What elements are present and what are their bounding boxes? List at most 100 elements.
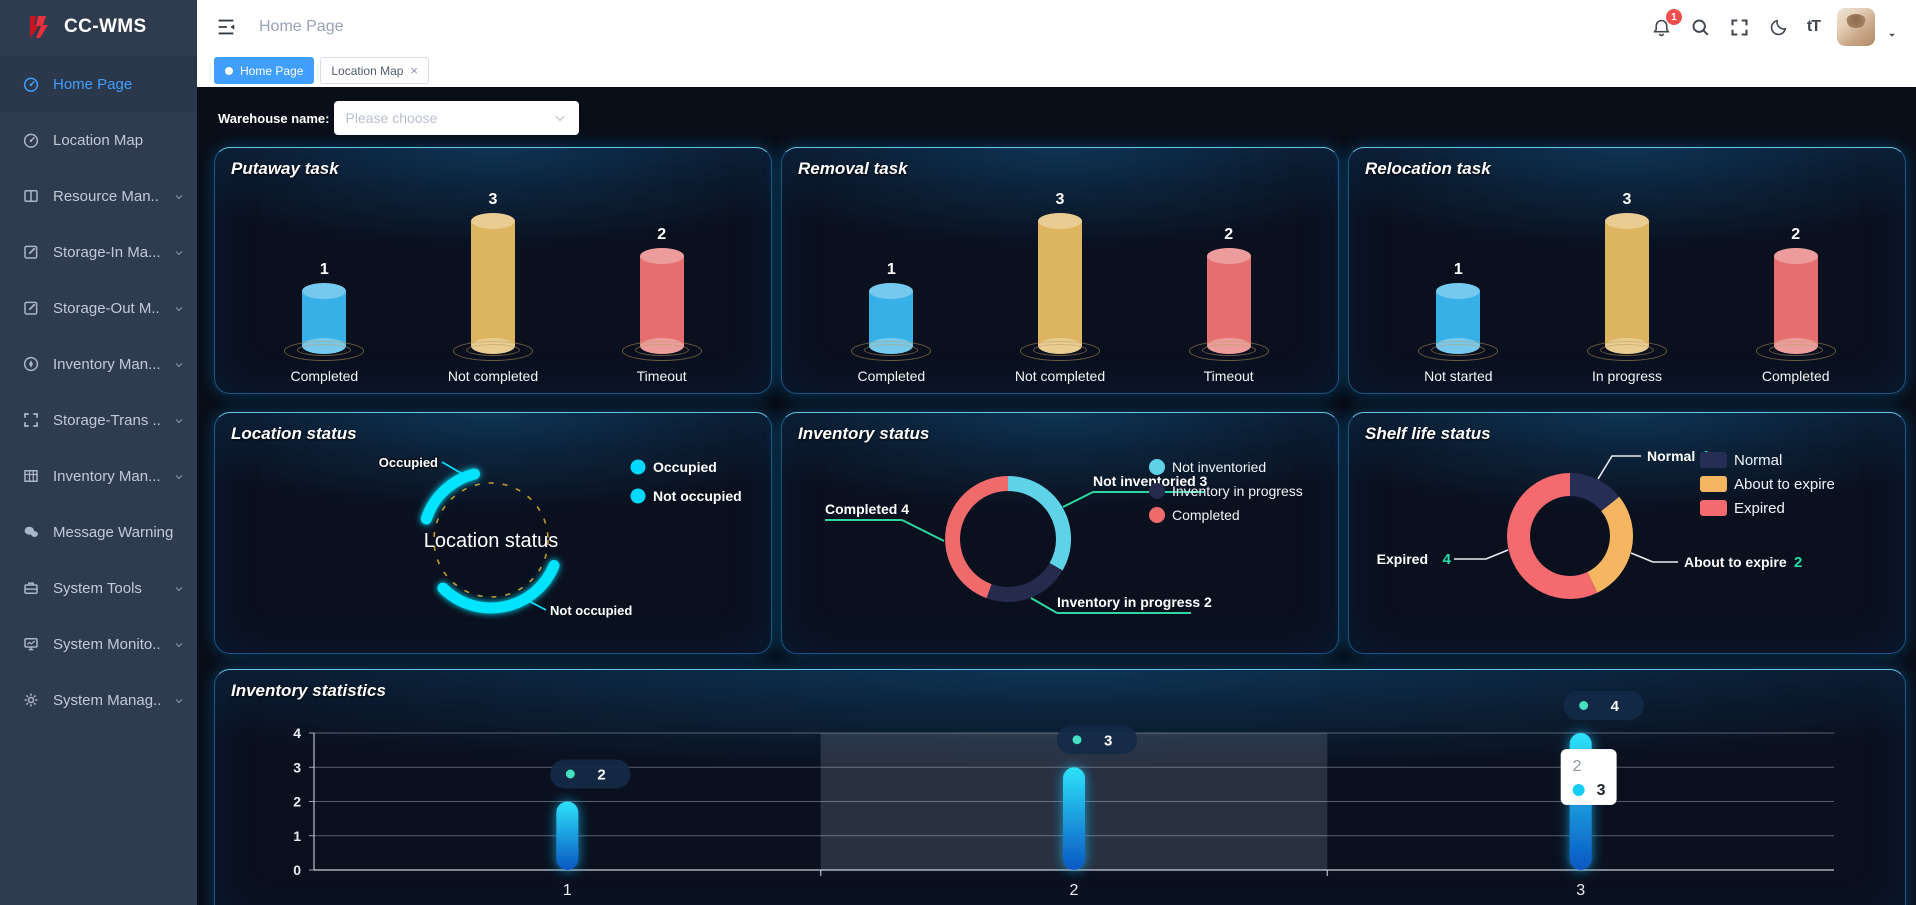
font-size-icon[interactable]: tT xyxy=(1806,18,1821,35)
reflection-ring xyxy=(1418,341,1499,361)
y-axis-tick-label: 4 xyxy=(293,725,301,741)
bar xyxy=(556,801,579,870)
chevron-icon xyxy=(175,251,183,256)
sidebar-item-label: Location Map xyxy=(53,131,144,149)
sidebar-item-resource-man[interactable]: Resource Man... xyxy=(0,168,197,224)
panel-inventory-status: Inventory status Not inventoried 3 Invento… xyxy=(781,412,1339,654)
tab-location-map[interactable]: Location Map × xyxy=(320,57,430,84)
breadcrumb: Home Page xyxy=(259,18,344,35)
sidebar-item-inventory-man[interactable]: Inventory Man... xyxy=(0,336,197,392)
sidebar-item-label: Storage-Trans ... xyxy=(53,411,160,429)
sidebar-item-storage-in-ma[interactable]: Storage-In Ma... xyxy=(0,224,197,280)
notifications-bell-icon[interactable]: 1 xyxy=(1651,9,1682,38)
sidebar-item-system-tools[interactable]: System Tools xyxy=(0,560,197,616)
panel-relocation-task: Relocation task 1 Not started 3 In progress 2… xyxy=(1348,147,1906,394)
chevron-down-icon xyxy=(173,582,185,594)
point-label-dot xyxy=(565,769,575,779)
fullscreen-icon[interactable] xyxy=(1729,16,1751,38)
donut-callout: About to expire xyxy=(1684,554,1787,570)
cylinder-bar-chart: 1 Completed 3 Not completed 2 Timeout xyxy=(240,187,746,384)
legend-label[interactable]: About to expire xyxy=(1734,476,1835,493)
sidebar-item-message-warning[interactable]: Message Warning xyxy=(0,504,197,560)
cylinder-bar xyxy=(1436,283,1481,354)
sidebar-item-system-manag[interactable]: System Manag... xyxy=(0,672,197,728)
dark-mode-moon-icon[interactable] xyxy=(1768,16,1790,38)
legend-label[interactable]: Not inventoried xyxy=(1172,459,1266,475)
legend-label[interactable]: Occupied xyxy=(653,459,717,475)
cylinder-column: 3 Not completed xyxy=(409,187,578,384)
point-label-dot xyxy=(1072,735,1082,745)
sidebar-item-inventory-man[interactable]: Inventory Man... xyxy=(0,448,197,504)
user-avatar[interactable] xyxy=(1837,8,1875,46)
legend-marker[interactable] xyxy=(1149,459,1165,475)
panel-title: Putaway task xyxy=(231,159,339,178)
menu-fold-icon[interactable] xyxy=(215,16,237,38)
sidebar-item-label: Storage-In Ma... xyxy=(53,243,160,261)
chevron-icon xyxy=(175,195,183,200)
legend-label[interactable]: Completed xyxy=(1172,507,1240,523)
gauge-icon xyxy=(23,77,39,92)
legend-marker[interactable] xyxy=(630,459,646,475)
legend-marker[interactable] xyxy=(1700,476,1727,492)
legend-label[interactable]: Inventory in progress xyxy=(1172,483,1303,499)
donut-callout: Inventory in progress 2 xyxy=(1057,594,1212,610)
search-icon[interactable] xyxy=(1690,16,1712,38)
legend-marker[interactable] xyxy=(1149,483,1165,499)
legend-label[interactable]: Expired xyxy=(1734,500,1785,517)
reflection-ring xyxy=(851,341,932,361)
legend-marker[interactable] xyxy=(630,488,646,504)
app-logo[interactable]: CC-WMS xyxy=(0,0,197,54)
reflection-ring xyxy=(864,344,919,356)
tab-close-icon[interactable]: × xyxy=(410,63,419,78)
cylinder-value: 2 xyxy=(1224,226,1234,243)
cylinder-column: 3 Not completed xyxy=(976,187,1145,384)
sidebar-item-storage-out-m[interactable]: Storage-Out M... xyxy=(0,280,197,336)
task-panels-row: Putaway task 1 Completed 3 Not completed 2 Tim… xyxy=(214,147,1906,394)
chevron-down-icon xyxy=(173,302,185,314)
cylinder-column: 2 Timeout xyxy=(577,187,746,384)
notification-badge: 1 xyxy=(1665,9,1682,25)
legend-marker[interactable] xyxy=(1149,507,1165,523)
legend-label[interactable]: Not occupied xyxy=(653,488,742,504)
reflection-ring xyxy=(1020,341,1100,361)
callout-occupied: Occupied xyxy=(379,455,438,470)
chevron-icon xyxy=(175,419,183,424)
cylinder-label: Not started xyxy=(1424,368,1493,384)
y-axis-tick-label: 2 xyxy=(293,794,301,810)
cylinder-column: 2 Completed xyxy=(1711,187,1880,384)
reflection-ring xyxy=(1033,344,1087,356)
chevron-icon xyxy=(175,643,183,648)
panel-title: Removal task xyxy=(798,159,908,178)
legend-label[interactable]: Normal xyxy=(1734,452,1782,469)
reflection-ring xyxy=(453,341,533,361)
sidebar-item-label: System Monito... xyxy=(53,635,160,653)
book-icon xyxy=(24,190,38,202)
chat-icon xyxy=(24,526,38,538)
cylinder-bar xyxy=(1038,213,1082,354)
cylinder-label: Completed xyxy=(1761,368,1830,384)
warehouse-select[interactable]: Please choose xyxy=(333,101,579,135)
logo-text: CC-WMS xyxy=(64,16,147,37)
legend-marker[interactable] xyxy=(1700,500,1727,516)
x-axis-tick-label: 1 xyxy=(563,882,572,899)
tab-home-page[interactable]: Home Page xyxy=(214,57,315,84)
sidebar-item-location-map[interactable]: Location Map xyxy=(0,112,197,168)
donut-segment xyxy=(945,476,1008,599)
sidebar-item-system-monito[interactable]: System Monito... xyxy=(0,616,197,672)
reflection-ring xyxy=(634,344,689,356)
user-menu-caret-icon[interactable] xyxy=(1886,28,1898,40)
expand-icon xyxy=(24,413,38,427)
donut-callout-value: 2 xyxy=(1794,554,1802,571)
sidebar-item-home-page[interactable]: Home Page xyxy=(0,56,197,112)
chevron-icon xyxy=(175,475,183,480)
sidebar-item-storage-trans[interactable]: Storage-Trans ... xyxy=(0,392,197,448)
legend-marker[interactable] xyxy=(1700,452,1727,468)
donut-segment xyxy=(1507,473,1598,599)
tab-label: Location Map xyxy=(331,63,404,78)
compass-icon xyxy=(23,356,39,372)
point-label-pill xyxy=(1057,725,1137,755)
sidebar-item-label: Home Page xyxy=(53,75,133,93)
cylinder-bar xyxy=(471,213,515,354)
table-icon xyxy=(24,470,38,482)
